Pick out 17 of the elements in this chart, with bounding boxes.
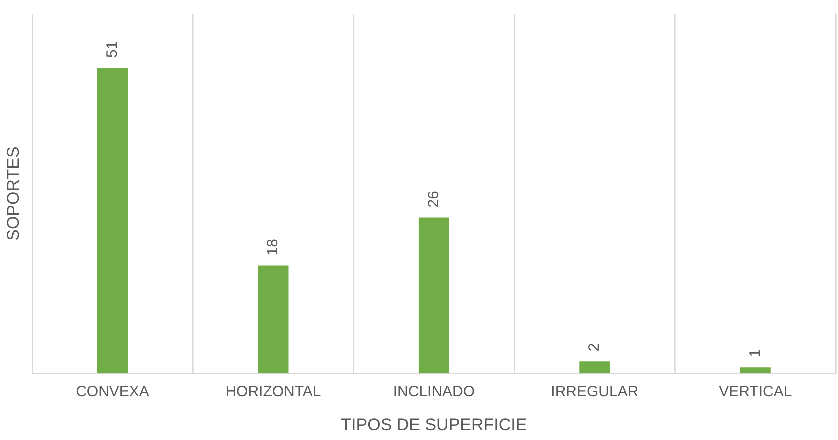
x-tick-label: INCLINADO: [393, 384, 476, 401]
data-label: 18: [264, 239, 282, 256]
data-label: 51: [104, 41, 121, 58]
bar: [418, 218, 450, 374]
x-tick-label: IRREGULAR: [551, 384, 639, 401]
y-axis-title: SOPORTES: [4, 146, 23, 241]
x-tick-label: CONVEXA: [76, 384, 150, 401]
data-label: 2: [586, 343, 604, 352]
x-axis-title: TIPOS DE SUPERFICIE: [341, 415, 528, 434]
x-tick-label: VERTICAL: [719, 384, 792, 401]
bar: [580, 362, 610, 374]
bar: [258, 266, 289, 374]
x-tick-label: HORIZONTAL: [226, 384, 322, 401]
data-label: 26: [425, 191, 442, 208]
bar: [97, 68, 128, 374]
data-label: 1: [746, 349, 764, 358]
bar: [740, 368, 771, 374]
